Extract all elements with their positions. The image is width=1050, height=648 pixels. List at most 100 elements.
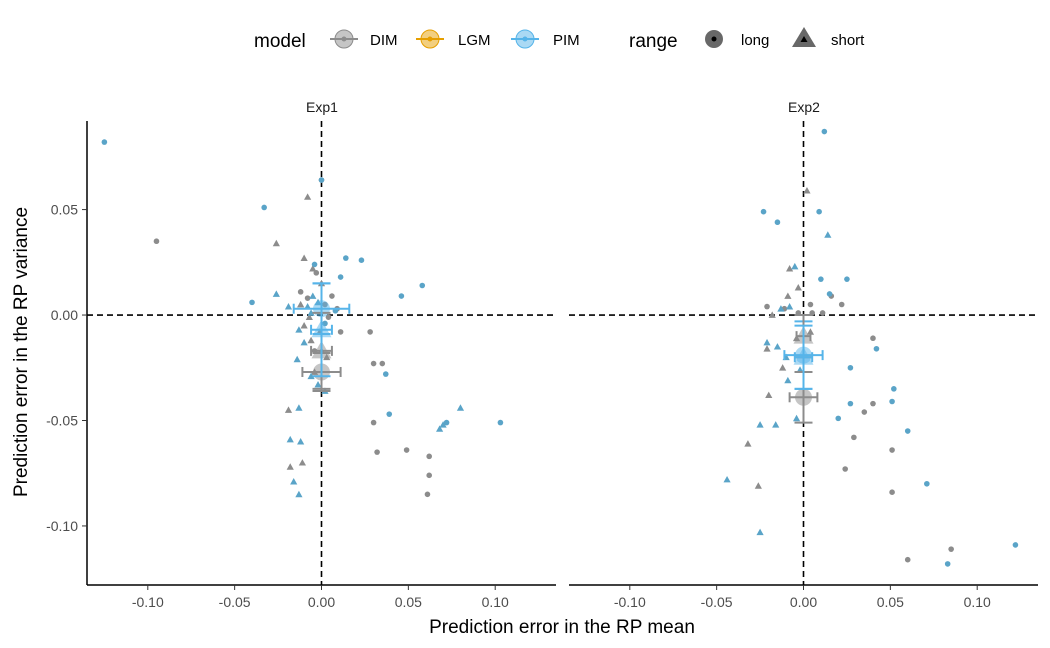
data-point-dim-short — [784, 292, 792, 299]
mean-marker — [795, 388, 812, 406]
legend-title-range: range — [629, 31, 678, 52]
data-point-pim-long — [311, 261, 318, 268]
data-point-pim-short — [314, 381, 322, 388]
y-tick-label: 0.00 — [51, 307, 78, 323]
data-point-pim-long — [249, 299, 255, 306]
data-point-dim-long — [370, 360, 377, 367]
mean-marker — [311, 319, 332, 338]
panel-exp1: -0.10 -0.05 0.00 0.05 0.10 — [86, 121, 556, 610]
data-point-pim-long — [821, 128, 828, 135]
data-point-pim-long — [398, 293, 405, 299]
data-point-dim-long — [153, 238, 160, 245]
legend-key-short — [792, 27, 816, 47]
data-point-pim-long — [818, 276, 824, 282]
data-point-pim-short — [293, 355, 301, 363]
data-point-dim-short — [754, 482, 762, 489]
data-point-pim-short — [773, 343, 782, 350]
data-point-pim-short — [272, 290, 280, 297]
data-point-dim-long — [904, 556, 911, 563]
data-point-dim-long — [304, 295, 311, 301]
y-tick-label: 0.05 — [51, 202, 78, 218]
y-axis: -0.10 -0.05 0.00 0.05 — [46, 202, 87, 534]
data-point-dim-long — [426, 453, 432, 460]
data-point-dim-long — [851, 434, 857, 441]
mean-pim-short — [793, 324, 814, 390]
data-point-dim-short — [307, 336, 315, 344]
data-point-pim-long — [847, 364, 854, 371]
data-point-pim-short — [295, 404, 303, 411]
panel-exp2: -0.10 -0.05 0.00 0.05 0.10 — [569, 121, 1038, 610]
data-point-dim-long — [379, 360, 386, 367]
data-point-pim-long — [419, 282, 426, 289]
y-tick-label: -0.10 — [46, 518, 78, 534]
data-point-pim-long — [318, 177, 325, 183]
data-point-dim-long — [838, 301, 845, 308]
x-tick-label: 0.00 — [790, 594, 817, 610]
data-point-pim-short — [307, 372, 315, 380]
data-point-dim-short — [765, 391, 773, 399]
data-point-dim-short — [763, 345, 771, 352]
legend-label-short: short — [831, 32, 865, 49]
data-point-pim-short — [290, 478, 298, 485]
y-axis-title: Prediction error in the RP variance — [11, 207, 32, 497]
data-point-pim-short — [723, 475, 731, 483]
x-tick-label: 0.05 — [395, 594, 422, 610]
legend-label-long: long — [741, 32, 769, 49]
x-tick-label: 0.10 — [964, 594, 991, 610]
legend-key-pim — [511, 29, 539, 49]
data-point-dim-long — [374, 449, 380, 455]
facet-label-exp2: Exp2 — [788, 99, 820, 115]
data-point-dim-long — [948, 546, 954, 552]
data-point-dim-short — [304, 193, 312, 200]
data-point-pim-short — [295, 326, 303, 333]
data-point-pim-short — [297, 437, 305, 445]
data-point-pim-short — [286, 435, 294, 443]
legend-label-dim: DIM — [370, 32, 398, 49]
data-point-dim-long — [325, 314, 332, 320]
data-point-dim-short — [309, 265, 317, 272]
data-point-pim-short — [300, 338, 308, 346]
data-point-pim-short — [772, 421, 780, 428]
x-tick-label: -0.10 — [614, 594, 646, 610]
data-point-pim-long — [873, 345, 880, 352]
data-point-pim-short — [439, 421, 447, 428]
data-point-dim-short — [300, 321, 308, 329]
data-point-pim-long — [443, 419, 450, 426]
data-point-pim-short — [824, 231, 832, 238]
mean-pim-short — [310, 282, 333, 378]
data-point-dim-short — [305, 313, 313, 321]
data-point-pim-long — [904, 428, 911, 434]
data-point-dim-long — [329, 293, 335, 299]
data-point-dim-short — [786, 265, 794, 272]
data-point-pim-long — [844, 276, 850, 282]
data-point-dim-short — [779, 364, 787, 371]
y-tick-label: -0.05 — [46, 412, 78, 428]
data-point-dim-long — [842, 466, 848, 472]
data-point-pim-short — [436, 425, 444, 432]
data-point-pim-long — [826, 291, 833, 297]
data-point-dim-short — [284, 406, 293, 413]
data-point-dim-short — [768, 311, 776, 318]
data-point-pim-short — [309, 292, 317, 299]
data-point-pim-short — [756, 421, 764, 428]
mean-marker — [793, 347, 814, 365]
data-point-dim-long — [889, 489, 895, 496]
legend-label-pim: PIM — [553, 32, 580, 49]
data-point-dim-short — [300, 254, 308, 261]
data-point-dim-long — [889, 447, 895, 453]
data-point-pim-short — [763, 338, 771, 346]
data-point-pim-long — [835, 415, 842, 422]
data-point-pim-long — [101, 139, 108, 145]
data-point-pim-long — [382, 371, 389, 377]
legend-key-lgm — [416, 29, 444, 49]
data-point-pim-short — [284, 303, 293, 310]
x-axis-title: Prediction error in the RP mean — [429, 617, 695, 638]
data-point-pim-long — [891, 386, 897, 392]
data-point-pim-short — [295, 490, 303, 498]
data-point-pim-long — [816, 208, 822, 215]
data-point-dim-long — [870, 335, 876, 342]
x-tick-label: 0.05 — [877, 594, 904, 610]
data-point-dim-long — [807, 301, 814, 308]
data-point-pim-short — [784, 376, 792, 384]
